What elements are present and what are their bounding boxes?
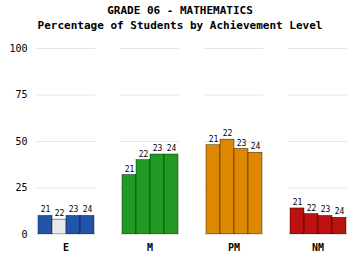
svg-text:24: 24 <box>83 205 93 214</box>
svg-text:23: 23 <box>321 205 331 214</box>
svg-text:23: 23 <box>237 138 247 147</box>
svg-text:NM: NM <box>312 241 324 252</box>
svg-text:24: 24 <box>251 142 261 151</box>
svg-text:22: 22 <box>223 129 233 138</box>
html-text:Percentage of Students by Achi: Percentage of Students by Achievement Le… <box>37 18 323 32</box>
html-text:GRADE 06 - MATHEMATICS: GRADE 06 - MATHEMATICS <box>107 4 253 17</box>
svg-text:25: 25 <box>15 182 27 193</box>
svg-text:M: M <box>147 241 153 252</box>
svg-text:24: 24 <box>335 207 345 216</box>
svg-text:22: 22 <box>307 203 317 212</box>
svg-text:21: 21 <box>293 198 303 207</box>
svg-text:21: 21 <box>125 164 135 173</box>
svg-text:24: 24 <box>167 144 177 153</box>
svg-text:75: 75 <box>15 89 27 100</box>
svg-text:0: 0 <box>21 228 27 239</box>
svg-text:21: 21 <box>41 205 51 214</box>
svg-text:E: E <box>63 241 69 252</box>
svg-text:23: 23 <box>153 144 163 153</box>
svg-text:PM: PM <box>228 241 240 252</box>
svg-text:22: 22 <box>55 209 65 218</box>
svg-text:50: 50 <box>15 135 27 146</box>
svg-text:21: 21 <box>209 134 219 143</box>
svg-text:23: 23 <box>69 205 79 214</box>
svg-text:22: 22 <box>139 149 149 158</box>
svg-text:100: 100 <box>9 42 27 53</box>
